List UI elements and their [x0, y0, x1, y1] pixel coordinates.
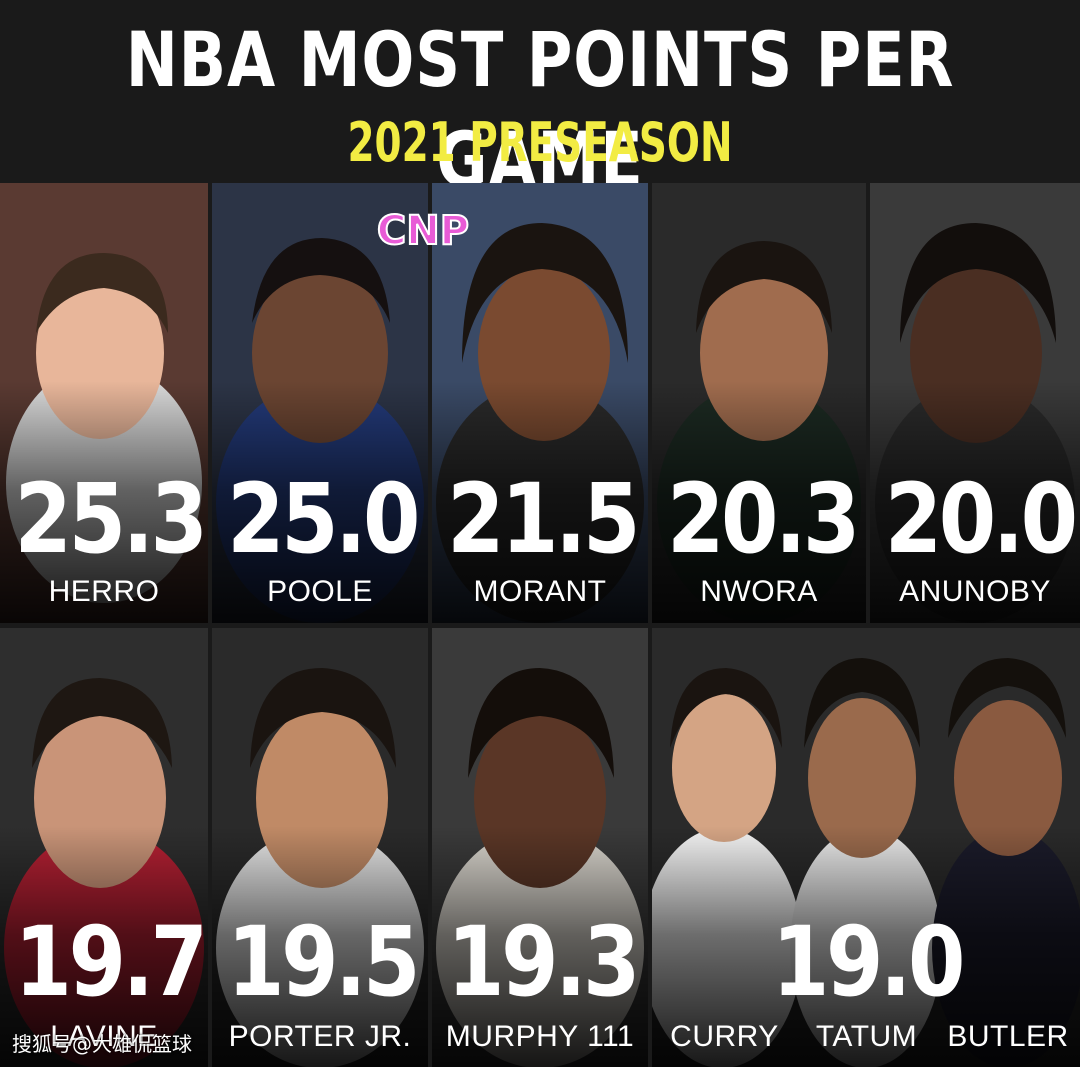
card-shade [0, 825, 208, 1067]
player-card-anunoby: 20.0 ANUNOBY [870, 183, 1080, 623]
card-shade [212, 825, 428, 1067]
player-name: HERRO [48, 575, 160, 608]
player-name-curry: CURRY [670, 1020, 779, 1053]
player-name: NWORA [700, 575, 818, 608]
card-shade [652, 381, 866, 623]
points-value: 25.3 [14, 463, 208, 575]
player-card-tie-group: 19.0 CURRY TATUM BUTLER [652, 628, 1080, 1067]
points-value: 25.0 [227, 463, 420, 575]
card-shade [870, 381, 1080, 623]
player-name-tatum: TATUM [815, 1020, 918, 1053]
player-name: LAVINE [50, 1020, 158, 1053]
player-name: POOLE [267, 575, 373, 608]
player-card-poole: 25.0 POOLE [212, 183, 428, 623]
points-value: 19.0 [772, 906, 965, 1018]
player-card-lavine: 19.7 LAVINE [0, 628, 208, 1067]
card-shade [0, 381, 208, 623]
card-shade [652, 825, 1080, 1067]
player-card-morant: 21.5 MORANT [432, 183, 648, 623]
points-value: 21.5 [447, 463, 640, 575]
player-card-nwora: 20.3 NWORA [652, 183, 866, 623]
player-name: MORANT [473, 575, 607, 608]
card-shade [432, 381, 648, 623]
watermark: 搜狐号@大雄侃篮球 [12, 1032, 192, 1056]
points-value: 20.0 [884, 463, 1078, 575]
page-subtitle: 2021 PRESEASON [347, 111, 733, 174]
card-shade [432, 825, 648, 1067]
player-name: MURPHY 111 [445, 1020, 635, 1053]
points-value: 20.3 [666, 463, 860, 575]
player-card-murphy: 19.3 MURPHY 111 [432, 628, 648, 1067]
player-card-herro: 25.3 HERRO [0, 183, 208, 623]
player-name: PORTER JR. [228, 1020, 412, 1053]
points-value: 19.3 [447, 906, 640, 1018]
points-value: 19.7 [14, 906, 208, 1018]
player-name-butler: BUTLER [947, 1020, 1069, 1053]
logo-text: CNP [377, 208, 469, 254]
points-value: 19.5 [227, 906, 420, 1018]
player-card-porter: 19.5 PORTER JR. [212, 628, 428, 1067]
header: NBA MOST POINTS PER GAME 2021 PRESEASON [0, 0, 1080, 204]
page-title: NBA MOST POINTS PER GAME [125, 15, 955, 204]
cnp-logo: CNP [376, 207, 470, 255]
card-shade [212, 381, 428, 623]
player-name: ANUNOBY [899, 575, 1051, 608]
